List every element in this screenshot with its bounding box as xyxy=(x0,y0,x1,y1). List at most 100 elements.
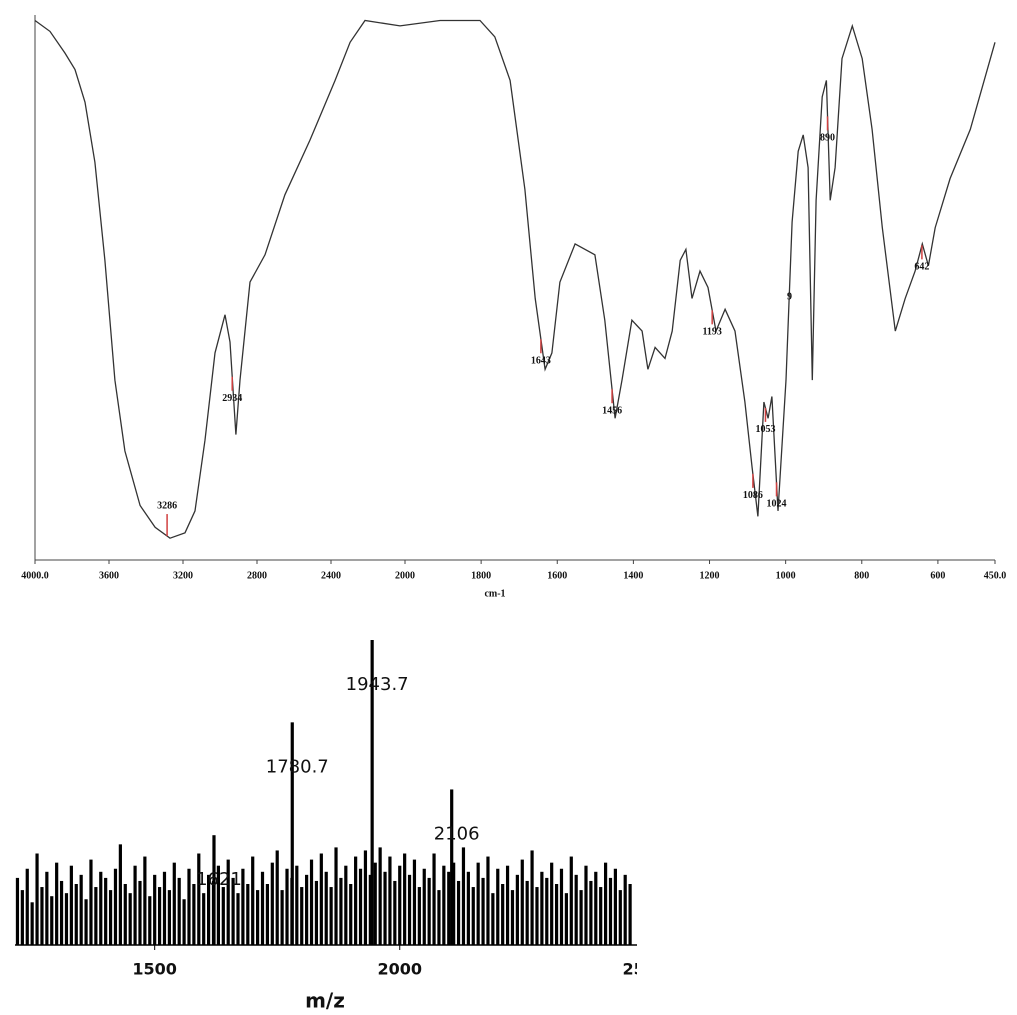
bar xyxy=(182,899,186,945)
peak-label: 1643 xyxy=(531,356,551,367)
bar xyxy=(559,868,564,945)
x-tick-label: 3200 xyxy=(173,570,193,581)
bar xyxy=(569,856,573,945)
bar xyxy=(104,877,108,945)
x-tick-label: 4000.0 xyxy=(21,570,49,581)
bar xyxy=(407,874,412,945)
bar xyxy=(197,853,201,945)
bar xyxy=(157,887,162,945)
bar xyxy=(30,902,34,945)
bar xyxy=(319,853,323,945)
bar xyxy=(574,874,578,945)
bar xyxy=(437,890,441,945)
bar xyxy=(584,865,588,945)
bar xyxy=(476,862,480,945)
x-tick-label: 2000 xyxy=(395,570,415,581)
bar xyxy=(442,865,446,945)
bar xyxy=(481,877,485,945)
bar xyxy=(452,862,456,945)
bar xyxy=(422,868,426,945)
bar xyxy=(251,856,255,945)
bar xyxy=(123,884,127,945)
bar xyxy=(221,887,225,945)
bar xyxy=(373,862,377,945)
bar xyxy=(309,859,314,945)
bar xyxy=(55,862,59,945)
bar xyxy=(15,877,20,945)
bar xyxy=(370,640,374,945)
bar xyxy=(447,871,451,945)
mass-spectrum: 1500 2000 2500 m/z 1621 1780.7 1943.7 2106 xyxy=(15,640,637,1013)
bar xyxy=(148,896,152,945)
peak-label: 1621 xyxy=(196,869,242,890)
bar xyxy=(69,865,73,945)
peak-label: 1943.7 xyxy=(346,674,409,695)
bar xyxy=(202,893,206,945)
bar xyxy=(618,890,622,945)
bar xyxy=(187,868,191,945)
bar xyxy=(113,868,118,945)
bar xyxy=(510,890,515,945)
bar xyxy=(378,847,382,945)
bar xyxy=(334,847,338,945)
bar xyxy=(388,856,392,945)
bar xyxy=(280,890,284,945)
x-tick-label: 1200 xyxy=(700,570,720,581)
peak-label: 2106 xyxy=(434,823,480,844)
bar xyxy=(608,877,613,945)
bar xyxy=(491,893,495,945)
bar xyxy=(628,884,632,945)
x-axis-label: cm-1 xyxy=(484,588,505,599)
bar xyxy=(349,884,353,945)
bar xyxy=(530,850,534,945)
bar xyxy=(275,850,279,945)
bar xyxy=(564,893,568,945)
bar xyxy=(45,871,49,945)
bar xyxy=(138,880,142,945)
bar xyxy=(212,835,216,945)
bar xyxy=(305,874,309,945)
bar xyxy=(172,862,176,945)
bar xyxy=(314,880,319,945)
bar xyxy=(94,887,98,945)
bar xyxy=(290,722,294,945)
bar xyxy=(368,874,372,945)
bar xyxy=(550,862,554,945)
bar xyxy=(143,856,147,945)
bar xyxy=(456,880,461,945)
bar xyxy=(329,887,333,945)
x-tick-label: 450.0 xyxy=(984,570,1007,581)
bar xyxy=(285,868,289,945)
x-tick-label: 800 xyxy=(854,570,869,581)
bar xyxy=(162,871,167,945)
bar xyxy=(383,871,387,945)
bar xyxy=(270,862,274,945)
bar xyxy=(59,880,64,945)
bar xyxy=(265,884,270,945)
bar xyxy=(226,859,230,945)
bar xyxy=(540,871,544,945)
bar xyxy=(515,874,519,945)
bar xyxy=(231,877,235,945)
bar xyxy=(324,871,328,945)
bar xyxy=(520,859,524,945)
bar xyxy=(450,789,454,945)
bar xyxy=(40,887,44,945)
bar xyxy=(354,856,358,945)
bar xyxy=(246,884,250,945)
bar xyxy=(192,884,196,945)
x-tick-label: 1000 xyxy=(776,570,796,581)
bar xyxy=(501,884,505,945)
bar xyxy=(432,853,436,945)
peak-label: 2934 xyxy=(222,393,242,404)
bar xyxy=(118,844,122,945)
bar xyxy=(471,887,475,945)
bar xyxy=(84,899,88,945)
peak-label: 1053 xyxy=(755,424,775,435)
bar xyxy=(589,880,593,945)
peak-label: 1086 xyxy=(743,490,763,501)
bar xyxy=(613,868,617,945)
bar xyxy=(594,871,598,945)
bar xyxy=(535,887,539,945)
